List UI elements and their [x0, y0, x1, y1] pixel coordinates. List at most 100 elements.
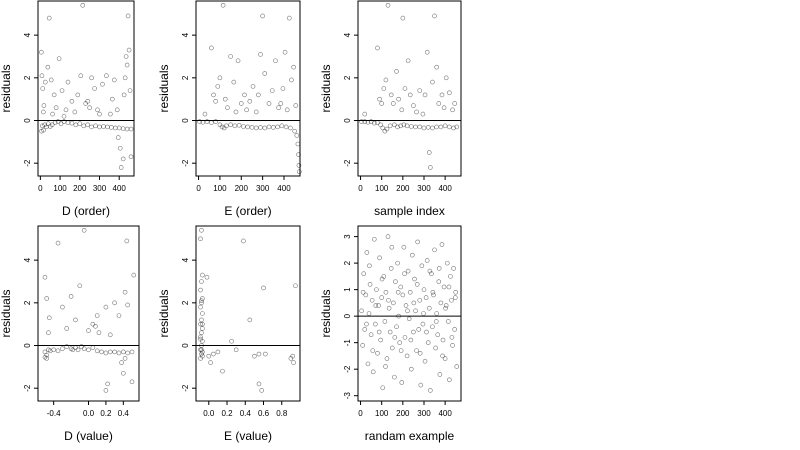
data-point	[49, 122, 55, 128]
data-point	[89, 124, 94, 130]
x-tick-label: 100	[375, 184, 389, 193]
data-point	[256, 381, 262, 387]
data-point	[73, 345, 78, 350]
data-point	[41, 103, 47, 108]
data-point	[124, 62, 130, 68]
data-point	[100, 81, 105, 87]
data-point	[451, 266, 456, 271]
data-point	[405, 58, 411, 64]
data-point	[232, 123, 238, 129]
panel-1: 0 100 200 300 400 -2 0 2 4 D (order) residuals	[0, 0, 135, 218]
data-point	[200, 119, 206, 125]
data-point	[85, 99, 90, 104]
data-point	[446, 284, 452, 290]
data-point	[395, 124, 400, 130]
data-point	[198, 236, 203, 242]
data-point	[105, 124, 110, 130]
data-point	[395, 260, 400, 266]
y-tick-label: -2	[343, 365, 352, 373]
data-point	[389, 345, 395, 351]
data-point	[367, 282, 373, 287]
data-point	[103, 350, 109, 356]
data-point	[266, 101, 272, 106]
data-point	[421, 311, 426, 316]
data-point	[434, 124, 439, 130]
x-tick-label: 200	[235, 184, 249, 193]
data-point	[198, 304, 203, 310]
data-point	[115, 135, 121, 140]
x-tick-label: 0.2	[100, 409, 112, 418]
data-point	[387, 329, 393, 335]
data-point	[433, 319, 439, 324]
data-point	[111, 77, 117, 83]
data-point	[376, 329, 382, 335]
data-point	[451, 125, 456, 131]
data-point	[58, 121, 64, 127]
data-point	[437, 372, 443, 377]
data-point	[362, 119, 368, 124]
data-point	[387, 123, 393, 129]
y-tick-label: 0	[343, 313, 352, 318]
data-point	[199, 347, 204, 353]
data-point	[124, 238, 130, 244]
data-point	[364, 250, 370, 255]
y-axis-label: residuals	[0, 64, 13, 112]
data-point	[411, 300, 417, 306]
x-tick-label: 300	[93, 184, 107, 193]
data-point	[291, 360, 296, 365]
data-point	[280, 86, 286, 91]
data-point	[430, 289, 436, 295]
data-point	[109, 125, 114, 130]
data-point	[380, 125, 386, 131]
data-point	[383, 289, 389, 295]
y-tick-label: 4	[23, 32, 32, 37]
data-point	[386, 305, 392, 311]
data-point	[46, 330, 51, 336]
data-point	[229, 338, 234, 344]
data-point	[213, 119, 218, 124]
data-point	[206, 353, 212, 359]
data-point	[209, 45, 214, 51]
y-tick-label: 4	[23, 257, 32, 262]
data-point	[198, 287, 203, 293]
data-point	[122, 356, 128, 361]
data-point	[253, 109, 259, 115]
data-point	[414, 282, 420, 287]
data-point	[366, 311, 372, 316]
y-axis-label: residuals	[157, 289, 171, 337]
data-point	[63, 107, 69, 113]
data-point	[122, 75, 128, 81]
data-point	[423, 295, 429, 300]
data-point	[396, 96, 401, 102]
data-point	[200, 296, 205, 301]
data-point	[256, 92, 261, 98]
data-point	[211, 351, 216, 357]
data-point	[233, 347, 239, 353]
x-tick-label: 300	[417, 184, 431, 193]
data-point	[198, 334, 203, 340]
data-point	[95, 107, 100, 113]
data-point	[55, 119, 61, 124]
data-point	[271, 125, 276, 130]
data-point	[434, 64, 439, 70]
data-point	[417, 297, 423, 303]
data-point	[297, 169, 302, 175]
data-point	[398, 348, 404, 353]
y-tick-label: 0	[343, 118, 352, 123]
x-tick-label: 0	[358, 184, 363, 193]
data-point	[220, 2, 226, 8]
x-tick-label: 100	[213, 184, 227, 193]
data-point	[78, 73, 84, 78]
data-point	[392, 122, 397, 128]
data-point	[379, 276, 385, 282]
data-point	[51, 92, 57, 98]
data-point	[245, 124, 250, 130]
data-point	[215, 84, 221, 89]
x-tick-label: 0.6	[258, 409, 270, 418]
data-point	[120, 126, 126, 131]
x-tick-label: -0.4	[47, 409, 61, 418]
data-point	[361, 271, 367, 277]
x-tick-label: 200	[396, 184, 410, 193]
data-point	[217, 75, 223, 81]
data-point	[266, 124, 272, 130]
